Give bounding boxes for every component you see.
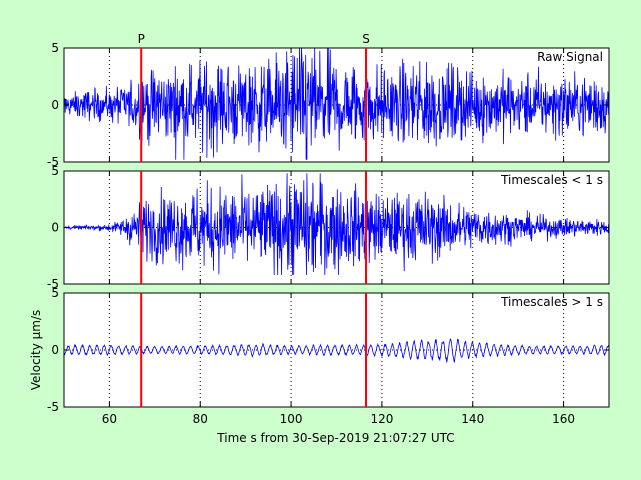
panel-annotation: Timescales < 1 s	[500, 173, 603, 187]
y-tick-label: 5	[51, 164, 59, 178]
y-tick-label: 0	[51, 221, 59, 235]
x-tick-label: 80	[193, 412, 208, 426]
trace-series	[64, 173, 609, 276]
x-axis-label: Time s from 30-Sep-2019 21:07:27 UTC	[216, 431, 454, 445]
panel-1: -5 0 5 Raw Signal	[47, 41, 610, 169]
panel-annotation: Timescales > 1 s	[500, 295, 603, 309]
y-tick-label: -5	[47, 400, 59, 414]
trace-series	[64, 48, 609, 160]
x-tick-label: 60	[102, 412, 117, 426]
trace-series	[64, 338, 609, 364]
phase-label-s: S	[362, 32, 370, 46]
x-tick-label: 160	[552, 412, 575, 426]
phase-label-p: P	[138, 32, 145, 46]
panel-3: -5 0 5 Timescales > 1 s 60 80 100 120 140 160	[47, 286, 610, 426]
y-axis-label: Velocity μm/s	[29, 310, 43, 391]
x-tick-label: 120	[370, 412, 393, 426]
x-tick-label: 140	[461, 412, 484, 426]
panel-2: -5 0 5 Timescales < 1 s	[47, 164, 610, 291]
panels-group: -5 0 5 Raw Signal -5 0 5 Timescales < 1 s -5 0 5 Ti…	[47, 41, 610, 426]
x-tick-label: 100	[280, 412, 303, 426]
y-tick-label: 5	[51, 41, 59, 55]
y-tick-label: -5	[47, 277, 59, 291]
y-tick-label: -5	[47, 155, 59, 169]
panel-annotation: Raw Signal	[537, 50, 603, 64]
y-tick-label: 0	[51, 98, 59, 112]
y-tick-label: 0	[51, 343, 59, 357]
y-tick-label: 5	[51, 286, 59, 300]
